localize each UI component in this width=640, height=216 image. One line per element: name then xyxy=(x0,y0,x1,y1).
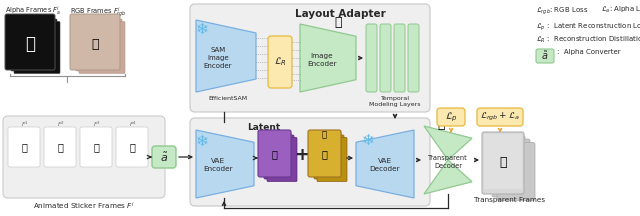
Text: $\mathcal{L}_R$: $\mathcal{L}_R$ xyxy=(273,56,287,68)
Text: 🤡: 🤡 xyxy=(92,38,99,51)
FancyBboxPatch shape xyxy=(190,4,430,112)
FancyBboxPatch shape xyxy=(76,19,122,71)
FancyBboxPatch shape xyxy=(487,135,525,194)
Text: +: + xyxy=(294,146,310,164)
FancyBboxPatch shape xyxy=(536,49,554,63)
FancyBboxPatch shape xyxy=(8,16,54,68)
FancyBboxPatch shape xyxy=(79,22,125,73)
FancyBboxPatch shape xyxy=(14,22,60,73)
FancyBboxPatch shape xyxy=(11,19,57,71)
Polygon shape xyxy=(196,20,256,92)
Text: 🔥: 🔥 xyxy=(437,118,445,131)
FancyBboxPatch shape xyxy=(314,135,344,179)
Polygon shape xyxy=(424,126,472,194)
FancyBboxPatch shape xyxy=(152,146,176,168)
FancyBboxPatch shape xyxy=(264,135,294,179)
Text: VAE
Decoder: VAE Decoder xyxy=(370,158,400,172)
Text: $\mathcal{L}_{rgb}$: RGB Loss: $\mathcal{L}_{rgb}$: RGB Loss xyxy=(536,5,588,16)
Text: ✋: ✋ xyxy=(25,35,35,53)
Text: Latent: Latent xyxy=(248,123,280,132)
FancyBboxPatch shape xyxy=(3,116,165,198)
Text: $\mathcal{L}_{rgb}+\mathcal{L}_a$: $\mathcal{L}_{rgb}+\mathcal{L}_a$ xyxy=(480,111,520,123)
Text: Animated Sticker Frames $F^i$: Animated Sticker Frames $F^i$ xyxy=(33,201,135,212)
FancyBboxPatch shape xyxy=(308,130,341,177)
FancyBboxPatch shape xyxy=(380,24,391,92)
Polygon shape xyxy=(356,130,414,198)
FancyBboxPatch shape xyxy=(80,127,112,167)
FancyBboxPatch shape xyxy=(408,24,419,92)
Text: $F^2$: $F^2$ xyxy=(57,120,65,129)
Text: 🤡: 🤡 xyxy=(93,142,99,152)
FancyBboxPatch shape xyxy=(317,138,347,181)
Polygon shape xyxy=(300,24,356,92)
Text: 🤡: 🤡 xyxy=(57,142,63,152)
Text: 🤡: 🤡 xyxy=(129,142,135,152)
Text: Temporal
Modeling Layers: Temporal Modeling Layers xyxy=(369,96,420,107)
Text: Alpha Frames $F_a^i$: Alpha Frames $F_a^i$ xyxy=(5,5,61,18)
Text: 🎨: 🎨 xyxy=(271,149,277,159)
Text: Layout Adapter: Layout Adapter xyxy=(294,9,385,19)
Text: :  Alpha Converter: : Alpha Converter xyxy=(557,49,621,55)
Text: $\mathcal{L}_p$: $\mathcal{L}_p$ xyxy=(445,110,458,124)
Text: ❄: ❄ xyxy=(196,22,209,37)
Text: Transparent Frames: Transparent Frames xyxy=(474,197,545,203)
FancyBboxPatch shape xyxy=(70,14,120,70)
Text: RGB Frames $F_{rgb}^i$: RGB Frames $F_{rgb}^i$ xyxy=(70,5,127,20)
FancyBboxPatch shape xyxy=(73,16,119,68)
Text: 🛍: 🛍 xyxy=(321,130,326,139)
Text: $\mathcal{L}_p$ :  Latent Reconstruction Loss: $\mathcal{L}_p$ : Latent Reconstruction … xyxy=(536,21,640,32)
Text: $\tilde{a}$: $\tilde{a}$ xyxy=(160,150,168,164)
Text: ❄: ❄ xyxy=(196,134,209,149)
Text: 🤡: 🤡 xyxy=(21,142,27,152)
FancyBboxPatch shape xyxy=(268,36,292,88)
FancyBboxPatch shape xyxy=(311,132,341,176)
Text: VAE
Encoder: VAE Encoder xyxy=(203,158,233,172)
Text: $\mathcal{L}_R$ :  Reconstruction Distillation Loss: $\mathcal{L}_R$ : Reconstruction Distill… xyxy=(536,35,640,45)
Text: Image
Encoder: Image Encoder xyxy=(307,53,337,67)
FancyBboxPatch shape xyxy=(366,24,377,92)
FancyBboxPatch shape xyxy=(44,127,76,167)
Text: 🤡: 🤡 xyxy=(499,157,507,170)
Text: $F^4$: $F^4$ xyxy=(129,120,137,129)
FancyBboxPatch shape xyxy=(267,138,297,181)
Text: $F^3$: $F^3$ xyxy=(93,120,101,129)
Text: $\tilde{a}$: $\tilde{a}$ xyxy=(541,49,549,62)
Text: ❄: ❄ xyxy=(362,133,374,148)
FancyBboxPatch shape xyxy=(484,134,522,189)
FancyBboxPatch shape xyxy=(492,139,530,197)
Text: $F^1$: $F^1$ xyxy=(21,120,29,129)
FancyBboxPatch shape xyxy=(497,143,535,200)
Text: $\mathcal{L}_a$: Alpha Loss: $\mathcal{L}_a$: Alpha Loss xyxy=(601,5,640,15)
FancyBboxPatch shape xyxy=(482,132,524,194)
FancyBboxPatch shape xyxy=(394,24,405,92)
Text: Transparent
Decoder: Transparent Decoder xyxy=(428,155,468,169)
Text: SAM
Image
Encoder: SAM Image Encoder xyxy=(204,48,232,68)
Text: 🎨: 🎨 xyxy=(321,149,327,159)
FancyBboxPatch shape xyxy=(477,108,523,126)
FancyBboxPatch shape xyxy=(258,130,291,177)
FancyBboxPatch shape xyxy=(437,108,465,126)
FancyBboxPatch shape xyxy=(5,14,55,70)
Text: 🔥: 🔥 xyxy=(334,16,342,29)
FancyBboxPatch shape xyxy=(116,127,148,167)
FancyBboxPatch shape xyxy=(190,118,430,206)
FancyBboxPatch shape xyxy=(261,132,291,176)
FancyBboxPatch shape xyxy=(8,127,40,167)
Text: EfficientSAM: EfficientSAM xyxy=(209,96,248,101)
Polygon shape xyxy=(196,130,254,198)
